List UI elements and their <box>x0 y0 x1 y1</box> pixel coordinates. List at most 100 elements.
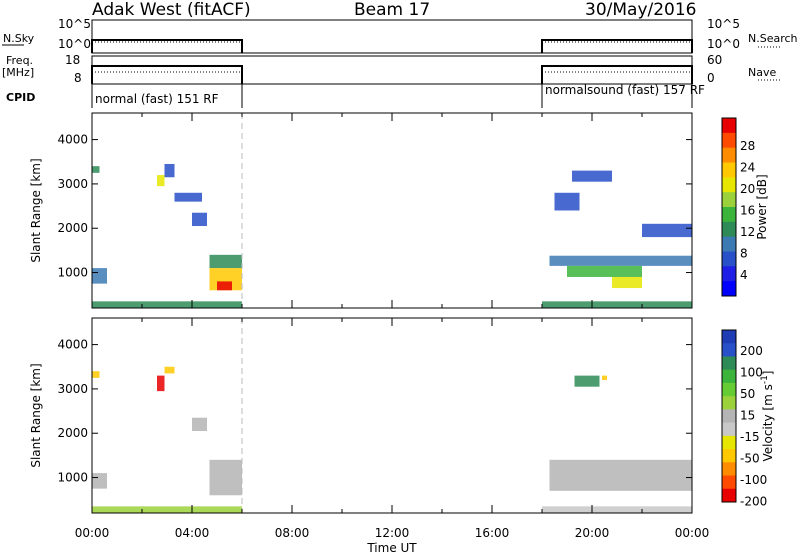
y-tick-label: 4000 <box>57 133 88 147</box>
data-region <box>92 166 100 173</box>
data-region <box>554 192 580 211</box>
velocity-colorbar-tick: 200 <box>740 344 763 358</box>
data-region <box>164 366 175 374</box>
y-axis-label: Slant Range [km] <box>29 363 43 467</box>
power-colorbar-cell <box>722 118 736 134</box>
power-colorbar-title: Power [dB] <box>755 174 769 239</box>
plot-frame <box>91 112 693 309</box>
cpid-label: CPID <box>6 91 36 104</box>
data-region <box>549 459 692 491</box>
power-colorbar-frame <box>721 117 737 297</box>
data-region <box>567 265 642 277</box>
velocity-colorbar-cell <box>722 356 736 371</box>
power-colorbar-cell <box>722 162 736 178</box>
data-region <box>549 255 692 266</box>
velocity-colorbar-title: Velocity [m s-1] <box>760 371 775 462</box>
data-region <box>174 192 202 202</box>
nsearch-tick-bottom: 10^0 <box>707 37 740 51</box>
velocity-colorbar-tick: -50 <box>740 452 760 466</box>
power-colorbar-cell <box>722 251 736 267</box>
data-region <box>217 281 232 291</box>
power-colorbar-tick: 20 <box>740 182 755 196</box>
velocity-colorbar-tick: -100 <box>740 473 767 487</box>
data-region <box>192 212 207 227</box>
x-tick-label: 00:00 <box>75 526 110 540</box>
velocity-colorbar-tick: 100 <box>740 366 763 380</box>
power-colorbar-tick: 8 <box>740 247 748 261</box>
data-region <box>209 459 242 496</box>
freq-tick-bottom: 8 <box>74 71 82 85</box>
data-region <box>157 175 165 187</box>
y-axis-label: Slant Range [km] <box>29 158 43 262</box>
data-region <box>92 506 242 513</box>
radar-title: Adak West (fitACF) <box>92 0 251 20</box>
power-colorbar-tick: 24 <box>740 161 755 175</box>
power-colorbar-cell <box>722 177 736 193</box>
power-colorbar-cell <box>722 236 736 252</box>
velocity-colorbar-tick: 15 <box>740 409 755 423</box>
beam-title: Beam 17 <box>354 0 431 20</box>
power-colorbar-cell <box>722 207 736 223</box>
velocity-colorbar-cell <box>722 475 736 490</box>
nsky-label: N.Sky <box>3 32 35 45</box>
y-tick-label: 3000 <box>57 177 88 191</box>
y-tick-label: 4000 <box>57 338 88 352</box>
velocity-colorbar-cell <box>722 422 736 437</box>
data-region <box>157 375 165 392</box>
y-tick-label: 2000 <box>57 426 88 440</box>
y-tick-label: 1000 <box>57 266 88 280</box>
velocity-colorbar-cell <box>722 382 736 397</box>
power-colorbar-cell <box>722 147 736 163</box>
nsky-trace <box>91 39 243 53</box>
velocity-colorbar-cell <box>722 409 736 424</box>
x-tick-label: 04:00 <box>175 526 210 540</box>
y-tick-label: 1000 <box>57 471 88 485</box>
data-region <box>572 170 612 182</box>
power-colorbar-cell <box>722 281 736 297</box>
data-region <box>209 254 242 269</box>
power-colorbar-tick: 28 <box>740 139 755 153</box>
power-colorbar-cell <box>722 132 736 149</box>
power-colorbar-cell <box>722 266 736 282</box>
nsky-tick-top: 10^5 <box>58 17 91 31</box>
velocity-colorbar-cell <box>722 462 736 477</box>
power-colorbar-tick: 16 <box>740 204 755 218</box>
date-title: 30/May/2016 <box>585 0 697 20</box>
velocity-colorbar-tick: -200 <box>740 495 767 509</box>
velocity-colorbar-cell <box>722 343 736 357</box>
data-region <box>542 506 692 513</box>
nsky-panel-frame <box>91 19 693 54</box>
power-colorbar-cell <box>722 192 736 208</box>
velocity-colorbar-cell <box>722 435 736 450</box>
data-region <box>164 163 175 178</box>
nsky-trace <box>541 39 693 53</box>
power-colorbar-cell <box>722 221 736 238</box>
velocity-colorbar-frame <box>721 329 737 503</box>
x-tick-label: 08:00 <box>275 526 310 540</box>
freq-tick-top: 18 <box>65 53 81 67</box>
velocity-colorbar-cell <box>722 396 736 410</box>
cpid-segment-label: normal (fast) 151 RF <box>95 92 219 106</box>
y-tick-label: 3000 <box>57 382 88 396</box>
freq-trace <box>541 65 693 84</box>
x-tick-label: 00:00 <box>675 526 710 540</box>
data-region <box>92 301 242 308</box>
velocity-colorbar-cell <box>722 330 736 344</box>
x-tick-label: 16:00 <box>475 526 510 540</box>
velocity-colorbar-cell <box>722 369 736 384</box>
nave-label: Nave <box>748 66 777 79</box>
data-region <box>574 375 600 387</box>
power-colorbar-tick: 12 <box>740 225 755 239</box>
freq-unit-label: [MHz] <box>2 66 35 79</box>
power-colorbar-tick: 4 <box>740 268 748 282</box>
velocity-colorbar-tick: -15 <box>740 430 760 444</box>
nsky-tick-bottom: 10^0 <box>58 37 91 51</box>
nsearch-label: N.Search <box>748 32 798 45</box>
data-region <box>612 276 642 289</box>
freq-trace <box>91 65 243 84</box>
x-tick-label: 20:00 <box>575 526 610 540</box>
velocity-colorbar-tick: 50 <box>740 387 755 401</box>
data-region <box>192 417 207 432</box>
